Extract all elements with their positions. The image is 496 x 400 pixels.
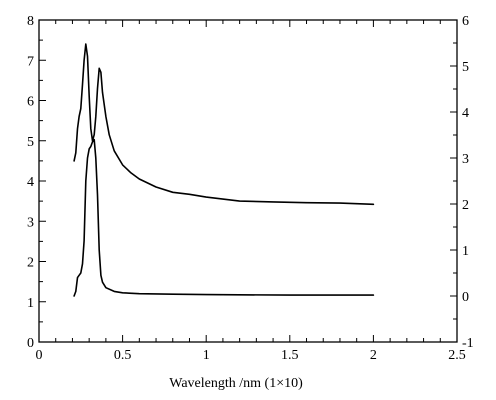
x-tick-label: 2 [370, 348, 377, 363]
y-left-tick-label: 0 [27, 336, 34, 351]
y-left-tick-label: 5 [27, 135, 34, 150]
series-line-left-axis [73, 43, 375, 206]
y-left-tick-label: 4 [27, 175, 34, 190]
y-left-tick-label: 1 [27, 296, 34, 311]
y-right-tick-label: 3 [462, 152, 469, 167]
x-axis-ticks: 0 0.5 1 1.5 2 2.5 [36, 20, 466, 363]
y-right-tick-label: 0 [462, 290, 469, 305]
y-right-axis-ticks: -1 0 1 2 3 4 5 6 [450, 14, 474, 351]
y-left-tick-label: 7 [27, 54, 34, 69]
y-left-tick-label: 3 [27, 215, 34, 230]
y-right-tick-label: 6 [462, 14, 469, 29]
y-left-tick-label: 2 [27, 256, 34, 271]
y-right-tick-label: 2 [462, 198, 469, 213]
x-tick-label: 2.5 [448, 348, 466, 363]
y-left-tick-label: 6 [27, 95, 34, 110]
x-tick-label: 1 [203, 348, 210, 363]
plot-frame [38, 19, 458, 343]
x-axis-title: Wavelength /nm (1×10) [169, 376, 303, 391]
y-right-tick-label: -1 [462, 336, 474, 351]
y-left-axis-ticks: 0 1 2 3 4 5 6 7 8 [27, 14, 46, 351]
y-left-tick-label: 8 [27, 14, 34, 29]
y-right-tick-label: 1 [462, 244, 469, 259]
series-line-right-axis [73, 138, 375, 297]
x-tick-label: 1.5 [281, 348, 299, 363]
y-right-tick-label: 5 [462, 60, 469, 75]
x-tick-label: 0 [36, 348, 43, 363]
series-group [73, 43, 375, 297]
x-tick-label: 0.5 [114, 348, 132, 363]
y-right-tick-label: 4 [462, 106, 469, 121]
